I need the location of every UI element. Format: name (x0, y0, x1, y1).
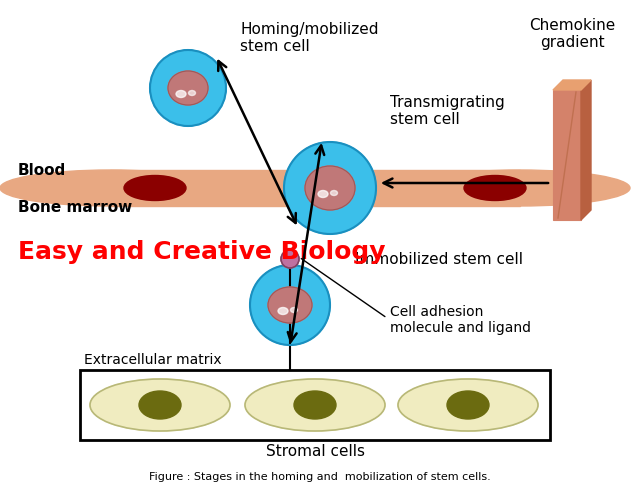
Bar (110, 170, 520, 206)
Circle shape (284, 142, 376, 234)
Ellipse shape (318, 191, 328, 198)
Text: Immobilized stem cell: Immobilized stem cell (355, 252, 523, 267)
Ellipse shape (168, 71, 208, 105)
Ellipse shape (447, 391, 489, 419)
Text: Blood: Blood (18, 163, 67, 178)
Text: Easy and Creative Biology: Easy and Creative Biology (18, 240, 385, 264)
Ellipse shape (0, 170, 220, 206)
Ellipse shape (294, 391, 336, 419)
Text: Cell adhesion
molecule and ligand: Cell adhesion molecule and ligand (301, 258, 531, 335)
Ellipse shape (398, 379, 538, 431)
Bar (553, 90, 581, 220)
Text: Transmigrating
stem cell: Transmigrating stem cell (390, 95, 505, 127)
Circle shape (150, 50, 226, 126)
Text: Figure : Stages in the homing and  mobilization of stem cells.: Figure : Stages in the homing and mobili… (149, 472, 491, 482)
Circle shape (281, 250, 299, 268)
Polygon shape (553, 80, 591, 90)
Text: Homing/mobilized
stem cell: Homing/mobilized stem cell (240, 22, 378, 54)
Ellipse shape (245, 379, 385, 431)
Text: Extracellular matrix: Extracellular matrix (84, 353, 221, 367)
Text: Stromal cells: Stromal cells (266, 444, 365, 459)
Ellipse shape (176, 90, 186, 97)
Text: Chemokine
gradient: Chemokine gradient (529, 18, 615, 50)
Polygon shape (581, 80, 591, 220)
Ellipse shape (124, 175, 186, 201)
Text: Bone marrow: Bone marrow (18, 200, 132, 215)
Ellipse shape (291, 307, 298, 313)
Ellipse shape (139, 391, 181, 419)
Ellipse shape (464, 175, 526, 201)
Ellipse shape (305, 166, 355, 210)
Circle shape (250, 265, 330, 345)
Ellipse shape (268, 287, 312, 323)
Ellipse shape (90, 379, 230, 431)
Ellipse shape (330, 191, 337, 196)
Ellipse shape (189, 90, 195, 95)
Bar (80, 370, 550, 440)
Ellipse shape (278, 307, 288, 315)
Ellipse shape (410, 170, 630, 206)
